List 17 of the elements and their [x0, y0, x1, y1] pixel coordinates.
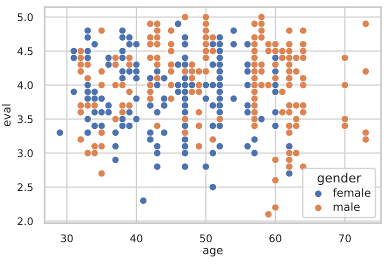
y-tick-label: 2.5 [18, 183, 33, 192]
y-tick-label: 4.0 [17, 81, 33, 90]
x-tick-label: 60 [269, 234, 282, 242]
legend-label: female [332, 188, 370, 197]
x-tick-label: 50 [200, 234, 212, 242]
y-tick-label: 5.0 [18, 13, 33, 22]
x-axis-title: age [203, 248, 223, 256]
x-tick-label: 70 [339, 234, 351, 242]
legend-label: male [334, 202, 360, 211]
y-tick-label: 3.0 [18, 149, 33, 158]
y-tick-label: 3.5 [18, 115, 33, 124]
y-tick-label: 4.5 [17, 47, 33, 56]
x-tick-label: 40 [130, 234, 142, 242]
legend-title: gender [318, 172, 362, 185]
x-tick-label: 30 [61, 234, 73, 242]
y-tick-label: 2.0 [18, 217, 33, 226]
y-axis-title: eval [2, 104, 11, 126]
